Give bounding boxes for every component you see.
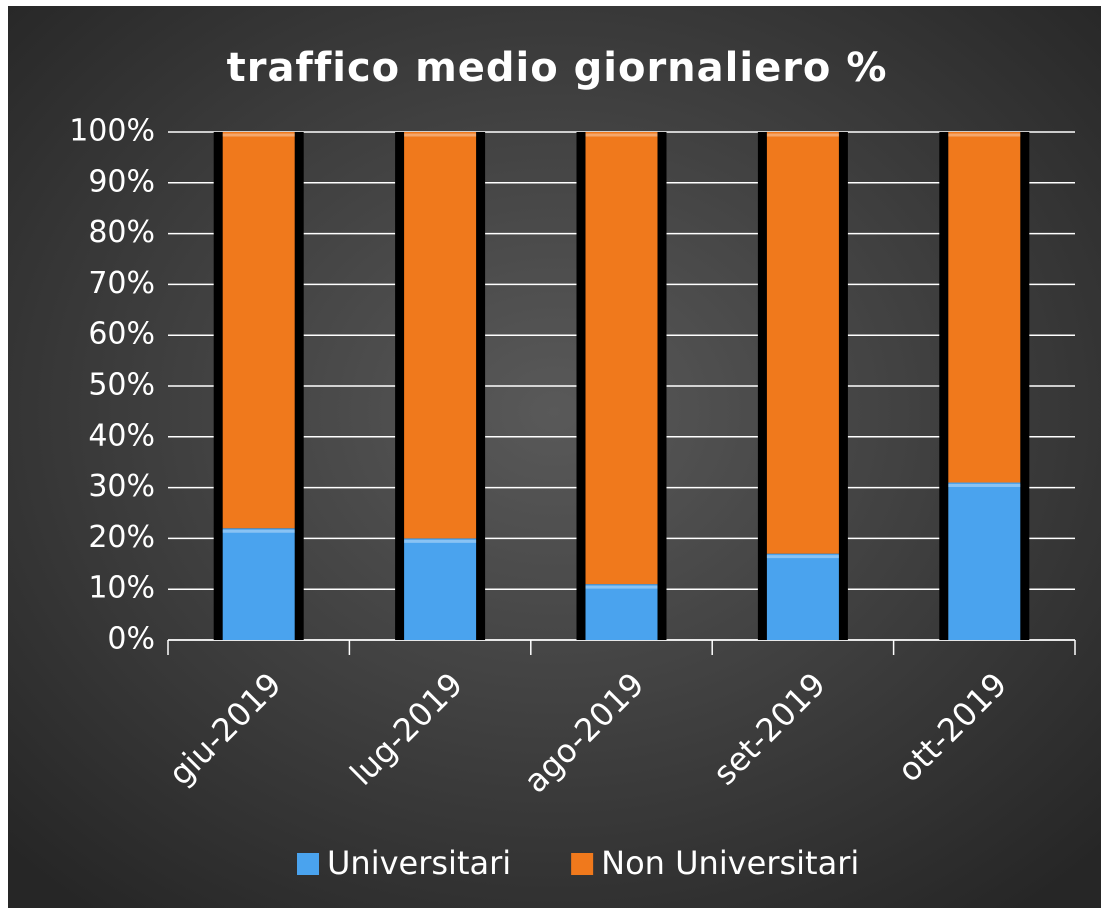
y-tick-label: 30%	[88, 469, 155, 504]
y-tick-label: 0%	[107, 622, 155, 657]
legend-swatch	[571, 853, 594, 875]
bar	[948, 132, 1021, 483]
legend-label: Universitari	[327, 844, 511, 882]
bar	[766, 132, 839, 554]
bar	[585, 132, 658, 585]
bar	[404, 538, 477, 640]
bar	[948, 482, 1021, 640]
y-tick-label: 40%	[88, 418, 155, 453]
chart-background	[8, 6, 1101, 908]
legend-item: Non Universitari	[571, 844, 859, 882]
legend-label: Non Universitari	[601, 844, 859, 882]
y-tick-label: 100%	[69, 114, 155, 149]
y-tick-label: 70%	[88, 266, 155, 301]
y-tick-label: 50%	[88, 368, 155, 403]
y-tick-label: 60%	[88, 317, 155, 352]
bar	[222, 528, 295, 640]
bar	[766, 553, 839, 640]
chart-title: traffico medio giornaliero %	[227, 45, 888, 91]
legend-swatch	[297, 853, 319, 875]
bar	[404, 132, 477, 539]
y-tick-label: 80%	[88, 215, 155, 250]
legend-item: Universitari	[297, 844, 511, 882]
bar	[585, 584, 658, 640]
bar	[222, 132, 295, 529]
y-tick-label: 10%	[88, 571, 155, 606]
y-tick-label: 90%	[88, 164, 155, 199]
y-tick-label: 20%	[88, 520, 155, 555]
